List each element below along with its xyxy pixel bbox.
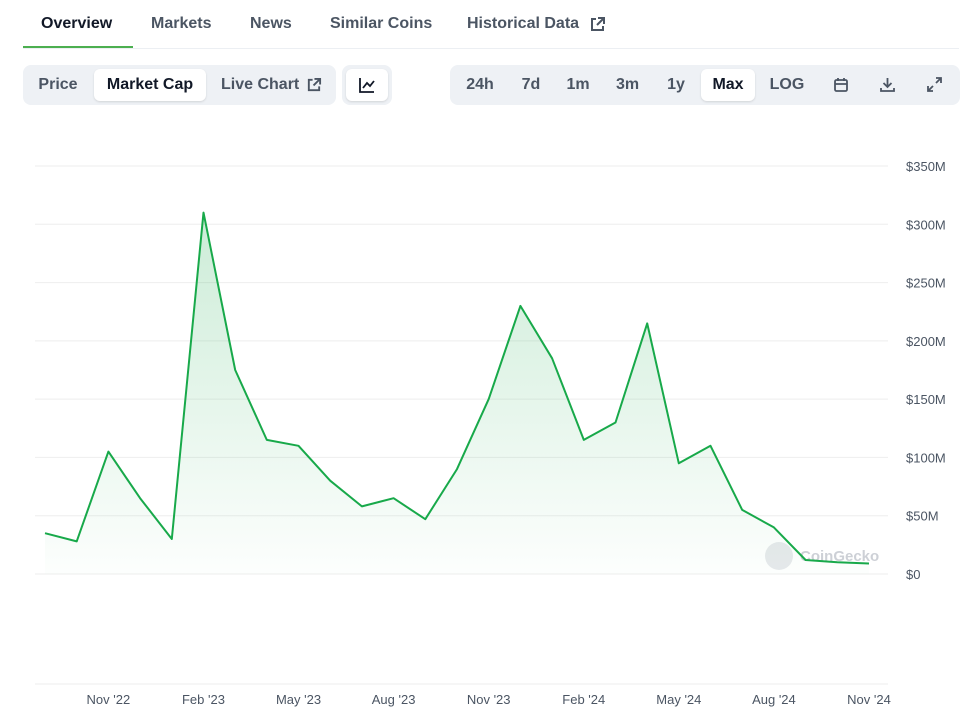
chart-style-group xyxy=(342,65,392,105)
y-tick-label: $200M xyxy=(906,334,946,349)
line xyxy=(44,211,870,565)
line-chart-button[interactable] xyxy=(346,69,388,101)
button[interactable]: Max xyxy=(701,69,755,101)
y-tick-label: $300M xyxy=(906,217,946,232)
y-tick-label: $150M xyxy=(906,392,946,407)
button[interactable]: 7d xyxy=(521,76,541,93)
button[interactable]: Market Cap xyxy=(94,69,206,101)
button[interactable]: LOG xyxy=(769,76,805,93)
button[interactable]: 1m xyxy=(566,76,590,93)
range-group: 24h 7d 1m 3m 1y Max LOG xyxy=(450,65,960,105)
button[interactable]: 1y xyxy=(667,76,685,93)
x-tick-label: Feb '24 xyxy=(562,692,605,707)
tab[interactable]: News xyxy=(250,15,292,32)
y-tick-label: $250M xyxy=(906,276,946,291)
external-icon xyxy=(307,77,322,92)
download-icon[interactable] xyxy=(879,76,896,93)
tab[interactable]: Markets xyxy=(151,15,212,32)
external-icon xyxy=(591,17,605,31)
button[interactable]: Price xyxy=(38,76,78,93)
button[interactable]: 24h xyxy=(466,76,494,93)
y-tick-label: $100M xyxy=(906,450,946,465)
x-tick-label: May '23 xyxy=(276,692,321,707)
x-tick-label: May '24 xyxy=(656,692,701,707)
x-tick-label: Nov '22 xyxy=(87,692,131,707)
button[interactable]: Live Chart xyxy=(221,76,300,93)
x-tick-label: Aug '24 xyxy=(752,692,796,707)
button[interactable]: 3m xyxy=(615,76,640,93)
fullscreen-icon[interactable] xyxy=(926,76,943,93)
y-tick-label: $50M xyxy=(906,509,939,524)
area xyxy=(45,212,869,574)
y-tick-label: $0 xyxy=(906,567,920,582)
x-tick-label: Nov '23 xyxy=(467,692,511,707)
tab[interactable]: Overview xyxy=(41,15,113,32)
x-tick-label: Feb '23 xyxy=(182,692,225,707)
y-tick-label: $350M xyxy=(906,159,946,174)
tab[interactable]: Similar Coins xyxy=(330,15,433,32)
x-tick-label: Aug '23 xyxy=(372,692,416,707)
calendar-icon[interactable] xyxy=(833,77,849,93)
tab-bar: Overview Markets News Similar Coins Hist… xyxy=(23,0,959,49)
tab[interactable]: Historical Data xyxy=(467,15,580,32)
data-type-group: Price Market Cap Live Chart xyxy=(23,65,336,105)
x-tick-label: Nov '24 xyxy=(847,692,891,707)
active-underline xyxy=(23,46,133,48)
